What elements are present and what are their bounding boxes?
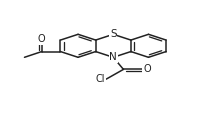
Text: O: O	[143, 64, 151, 74]
Text: S: S	[110, 29, 117, 39]
Text: Cl: Cl	[96, 74, 105, 84]
Text: N: N	[109, 52, 117, 62]
Text: O: O	[38, 34, 46, 44]
